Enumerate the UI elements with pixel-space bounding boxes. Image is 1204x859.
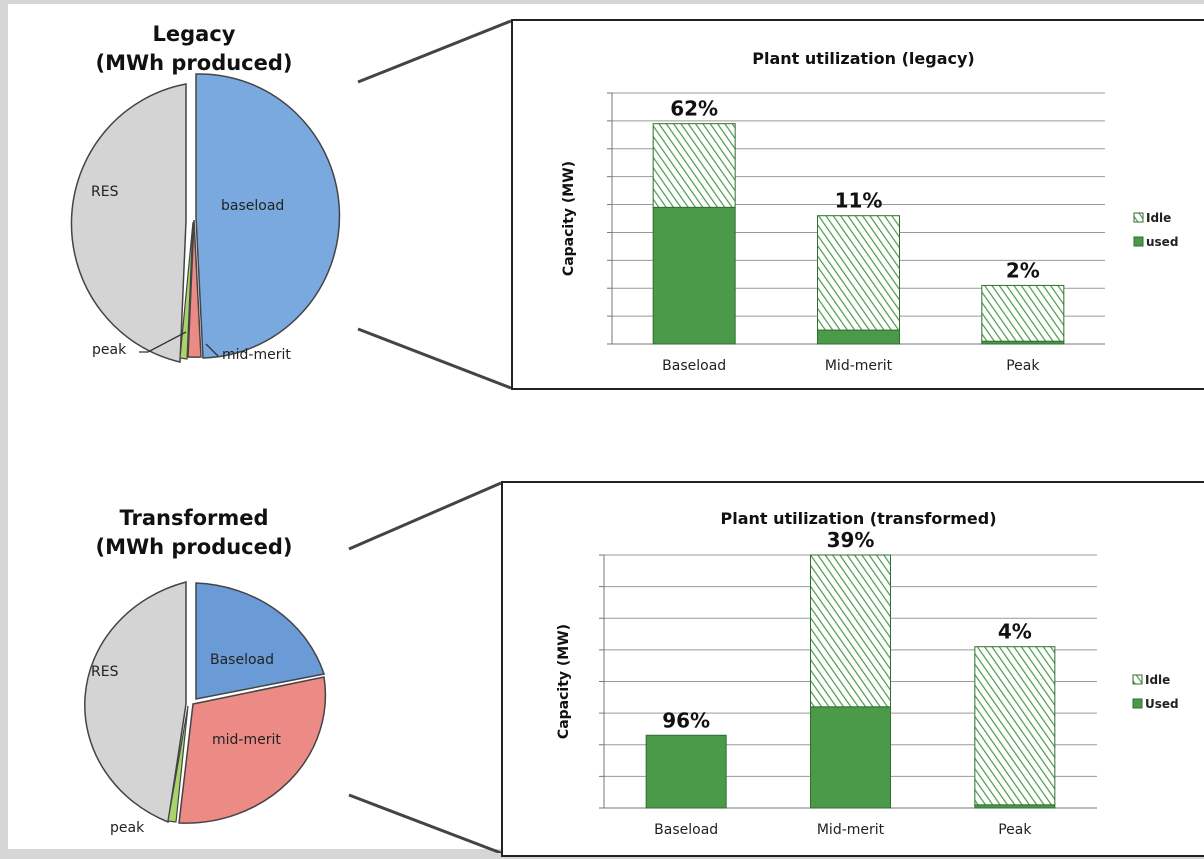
legacy-mid-merit-label: mid-merit [222, 347, 291, 363]
x-tick-label-baseload: Baseload [654, 822, 718, 838]
pie-slice-peak [179, 221, 194, 360]
y-axis-label: Capacity (MW) [556, 624, 572, 739]
bar-idle-peak [974, 646, 1056, 806]
bar-idle-mid-merit [810, 554, 891, 708]
pie-slice-baseload [195, 73, 341, 359]
legacy-connector-bottom [357, 327, 512, 390]
pie-slice-mid-merit [187, 219, 202, 358]
legend-label-idle: Idle [1146, 211, 1171, 225]
pie-slice-res [70, 83, 187, 363]
legacy-peak-label: peak [92, 342, 127, 358]
x-tick-label-peak: Peak [1006, 358, 1040, 374]
legend-swatch-used [1132, 698, 1143, 709]
legend-swatch-idle [1132, 674, 1143, 685]
legend-label-used: used [1146, 235, 1178, 249]
transformed-connector-top [348, 481, 502, 551]
pie-slice-mid-merit [178, 676, 327, 824]
peak-leader-line [139, 331, 187, 353]
bar-idle-mid-merit [817, 215, 900, 331]
data-label-mid-merit: 39% [827, 528, 875, 552]
bar-idle-baseload [652, 123, 736, 208]
data-label-peak: 4% [998, 620, 1032, 644]
legacy-utilization-panel: Plant utilization (legacy) Baseload 62% Mi… [511, 19, 1204, 390]
legacy-pie-title-line2: (MWh produced) [95, 51, 293, 75]
pie-slice-baseload [195, 582, 325, 700]
transformed-chart-title: Plant utilization (transformed) [720, 509, 997, 528]
legacy-baseload-label: baseload [221, 198, 284, 214]
transformed-baseload-label: Baseload [210, 652, 274, 668]
x-tick-label-baseload: Baseload [662, 358, 726, 374]
bar-used-baseload [652, 206, 736, 345]
data-label-mid-merit: 11% [835, 189, 883, 213]
transformed-connector-bottom [348, 793, 502, 853]
legacy-pie-title-line1: Legacy [152, 22, 236, 46]
legend-swatch-idle [1133, 212, 1144, 223]
legacy-bar-chart: Baseload 62% Mid-merit 11% Peak 2% Capacity (M… [561, 92, 1178, 374]
transformed-res-label: RES [91, 664, 119, 680]
transformed-pie-title-line1: Transformed [119, 506, 269, 530]
bar-idle-peak [981, 284, 1065, 342]
legacy-pie-title: Legacy (MWh produced) [64, 20, 324, 78]
legend-label-used: Used [1145, 697, 1179, 711]
transformed-bar-chart: Baseload 96% Mid-merit 39% Peak 4% Capacity (M… [556, 528, 1179, 838]
legacy-res-label: RES [91, 184, 119, 200]
mid-merit-leader-line [205, 343, 219, 357]
transformed-peak-label: peak [110, 820, 145, 836]
legend-label-idle: Idle [1145, 673, 1170, 687]
x-tick-label-mid-merit: Mid-merit [817, 822, 885, 838]
legacy-connector-top [357, 19, 512, 84]
y-axis-label: Capacity (MW) [561, 161, 577, 276]
bar-used-mid-merit [817, 329, 900, 345]
transformed-mid-merit-label: mid-merit [212, 732, 281, 748]
x-tick-label-mid-merit: Mid-merit [825, 358, 893, 374]
legend-swatch-used [1133, 236, 1144, 247]
data-label-peak: 2% [1006, 258, 1040, 282]
pie-slice-peak [167, 705, 189, 823]
pie-slice-res [84, 581, 187, 824]
bar-used-mid-merit [810, 706, 891, 809]
transformed-pie-title-line2: (MWh produced) [95, 535, 293, 559]
legacy-chart-title: Plant utilization (legacy) [752, 49, 975, 68]
data-label-baseload: 62% [670, 97, 718, 121]
transformed-utilization-panel: Plant utilization (transformed) Baseload… [501, 481, 1204, 857]
bar-used-baseload [645, 734, 727, 809]
data-label-baseload: 96% [662, 708, 710, 732]
x-tick-label-peak: Peak [998, 822, 1032, 838]
transformed-pie-title: Transformed (MWh produced) [64, 504, 324, 562]
